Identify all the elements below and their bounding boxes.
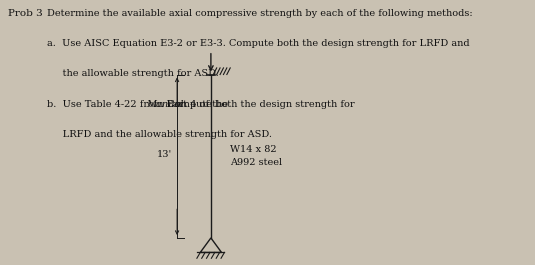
Text: Manual: Manual <box>146 100 183 109</box>
Text: b.  Use Table 4-22 from Part 4 of the: b. Use Table 4-22 from Part 4 of the <box>47 100 231 109</box>
Text: 13': 13' <box>157 151 172 160</box>
Text: Prob 3: Prob 3 <box>8 8 43 17</box>
Text: a.  Use AISC Equation E3-2 or E3-3. Compute both the design strength for LRFD an: a. Use AISC Equation E3-2 or E3-3. Compu… <box>47 39 469 48</box>
Text: Determine the available axial compressive strength by each of the following meth: Determine the available axial compressiv… <box>47 8 472 17</box>
Text: W14 x 82: W14 x 82 <box>230 145 277 154</box>
Text: . Compute both the design strength for: . Compute both the design strength for <box>162 100 355 109</box>
Text: A992 steel: A992 steel <box>230 158 282 167</box>
Text: the allowable strength for ASD.: the allowable strength for ASD. <box>47 69 218 78</box>
Text: LRFD and the allowable strength for ASD.: LRFD and the allowable strength for ASD. <box>47 130 272 139</box>
